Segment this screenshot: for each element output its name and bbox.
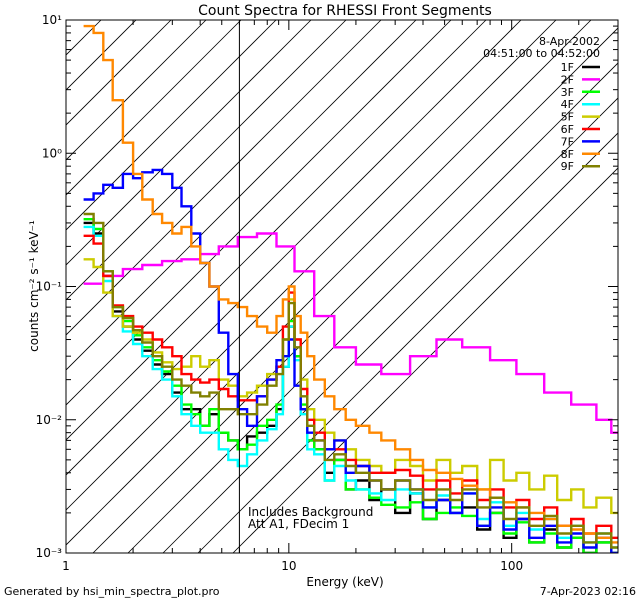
series-line-5F [83,258,618,515]
series-line-4F [83,225,618,549]
hatch-line [66,20,172,126]
hatch-line [66,20,242,196]
y-tick-label: 10⁻³ [36,546,63,560]
legend-label-4F: 4F [561,98,574,111]
hatch-line [66,20,207,161]
timestamp-label: 7-Apr-2023 02:16 [540,585,636,598]
date-annotation: 8-Apr-2002 [539,35,600,48]
hatch-line [66,20,277,231]
hatch-line [66,20,312,266]
legend-label-2F: 2F [561,73,574,86]
legend-label-7F: 7F [561,135,574,148]
attenuator-note: Att A1, FDecim 1 [248,517,349,531]
hatch-line [197,132,618,553]
hatched-region [66,20,618,553]
x-tick-label: 100 [500,559,523,573]
y-axis-label: counts cm⁻² s⁻¹ keV⁻¹ [27,220,41,352]
time-range-annotation: 04:51:00 to 04:52:00 [483,47,600,60]
hatch-line [66,20,452,406]
series-line-2F [83,232,618,434]
hatch-line [66,20,417,371]
legend-label-8F: 8F [561,148,574,161]
y-tick-label: 10¹ [42,13,62,27]
hatch-line [162,97,618,553]
x-tick-label: 1 [62,559,70,573]
legend-label-6F: 6F [561,123,574,136]
legend-label-5F: 5F [561,111,574,124]
plot-frame [65,19,619,554]
y-tick-label: 10⁰ [42,146,62,160]
hatch-line [66,20,522,476]
y-tick-label: 10⁻² [36,413,63,427]
series-line-3F [83,218,618,553]
hatch-line [66,20,347,301]
hatch-line [66,20,592,546]
legend-label-1F: 1F [561,61,574,74]
x-axis-label: Energy (keV) [306,575,383,589]
hatch-line [232,167,618,553]
series-layer [83,24,618,553]
series-line-8F [83,24,618,544]
axis-ticks: 1 10 100 10⁻³ 10⁻² 10⁻¹ 10⁰ 10¹ [36,13,619,573]
y-tick-label: 10⁻¹ [36,280,63,294]
hatch-line [92,27,618,553]
chart-title: Count Spectra for RHESSI Front Segments [198,3,492,19]
series-line-6F [83,234,618,539]
generated-by-label: Generated by hsi_min_spectra_plot.pro [4,585,220,598]
hatch-line [66,20,382,336]
legend-label-9F: 9F [561,160,574,173]
x-tick-label: 10 [281,559,296,573]
background-note: Includes Background [248,505,373,519]
hatch-line [127,62,618,553]
series-line-9F [83,212,618,549]
legend-label-3F: 3F [561,86,574,99]
